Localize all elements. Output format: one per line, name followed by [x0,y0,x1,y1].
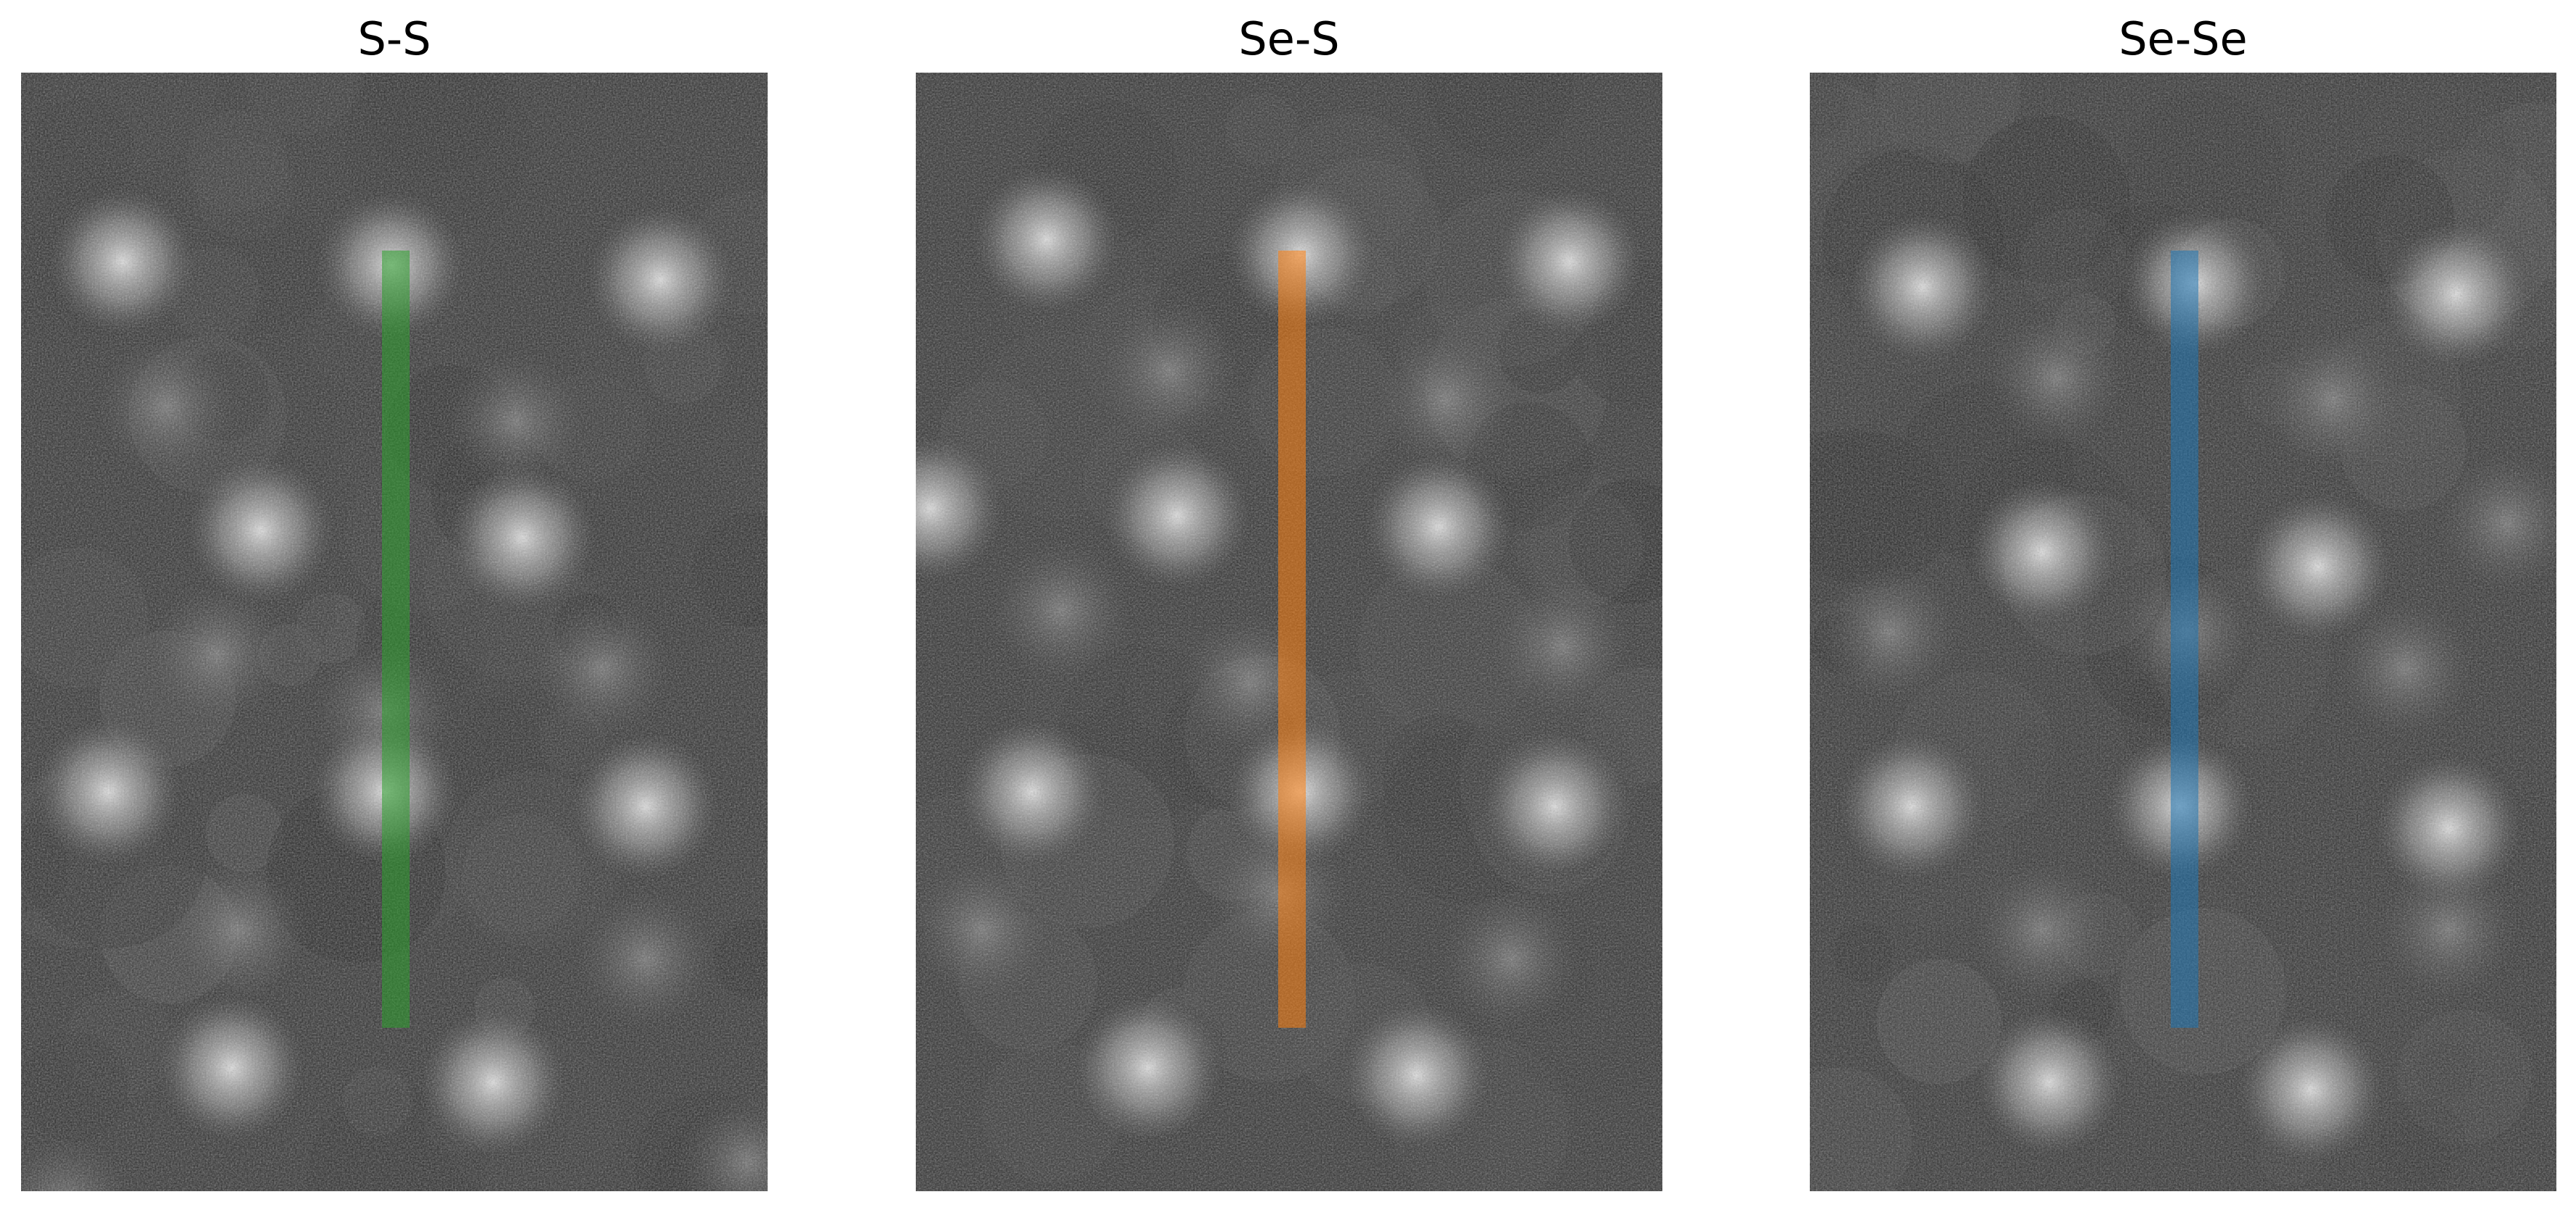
stem-image [1810,73,2556,1191]
stem-image-canvas [916,73,1662,1191]
line-profile-marker [2171,251,2198,1028]
stem-image-canvas [21,73,768,1191]
panel-title: S-S [21,10,768,68]
stem-image [21,73,768,1191]
panel-title: Se-Se [1810,10,2556,68]
stem-image [916,73,1662,1191]
panel-title: Se-S [916,10,1662,68]
panel-s-s: S-S [21,0,768,1213]
line-profile-marker [382,251,410,1028]
stem-image-canvas [1810,73,2556,1191]
panel-se-s: Se-S [916,0,1662,1213]
panel-se-se: Se-Se [1810,0,2556,1213]
line-profile-marker [1278,251,1306,1028]
